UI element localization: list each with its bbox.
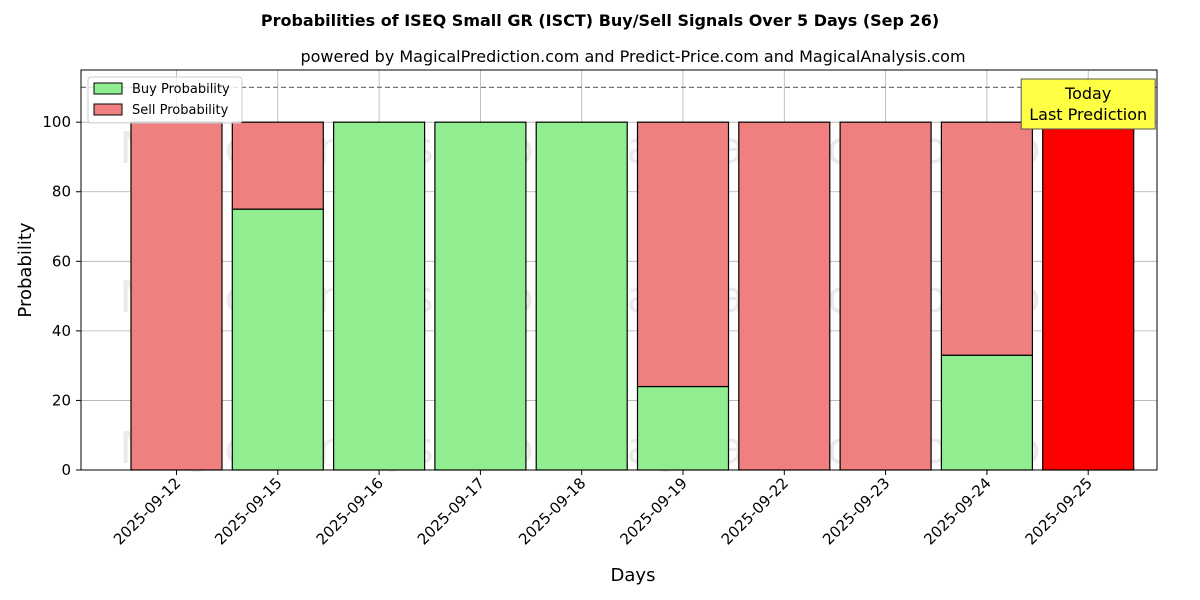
legend: Buy Probability Sell Probability [87,76,243,124]
bar-sell [738,121,831,471]
y-tick-label: 80 [52,183,71,201]
legend-label-buy: Buy Probability [132,82,230,97]
x-tick-label: 2025-09-24 [920,474,994,548]
x-tick-label: 2025-09-18 [515,474,589,548]
bar-buy [636,385,730,471]
chart-title: Probabilities of ISEQ Small GR (ISCT) Bu… [261,11,939,30]
bar-sell [839,121,932,471]
y-tick-label: 60 [52,252,71,270]
legend-swatch-sell [93,103,123,116]
chart-subtitle: powered by MagicalPrediction.com and Pre… [300,47,965,66]
legend-swatch-buy [93,82,123,95]
annotation-line: Today [1064,84,1111,103]
bar-buy [231,208,324,471]
bar-sell [130,121,223,471]
bar-sell [940,121,1034,356]
bar-buy [940,354,1034,471]
legend-box [87,76,243,124]
annotation-layer: Today Last Prediction [1020,78,1156,130]
x-tick-label: 2025-09-25 [1022,474,1096,548]
x-tick-label: 2025-09-16 [313,474,387,548]
bar-sell [636,121,730,388]
plot-frame [80,69,1158,471]
y-axis-label: Probability [15,222,36,317]
bar-sell [231,121,324,210]
legend-label-sell: Sell Probability [132,103,229,118]
annotation-line: Last Prediction [1029,105,1147,124]
x-axis-label: Days [611,565,656,586]
annotation-box [1020,78,1156,130]
bar-buy [434,121,527,471]
x-tick-label: 2025-09-15 [211,474,285,548]
y-tick-label: 40 [52,322,71,340]
y-tick-label: 20 [52,391,71,409]
bar-buy [535,121,628,471]
bar-buy [333,121,426,471]
bar-sell [1042,121,1135,471]
y-tick-label: 100 [42,113,71,131]
x-tick-label: 2025-09-22 [718,474,792,548]
x-tick-label: 2025-09-12 [110,474,184,548]
y-tick-label: 0 [61,461,71,479]
bars-layer [130,121,1135,471]
x-tick-label: 2025-09-19 [616,474,690,548]
x-tick-label: 2025-09-23 [819,474,893,548]
x-tick-label: 2025-09-17 [414,474,488,548]
